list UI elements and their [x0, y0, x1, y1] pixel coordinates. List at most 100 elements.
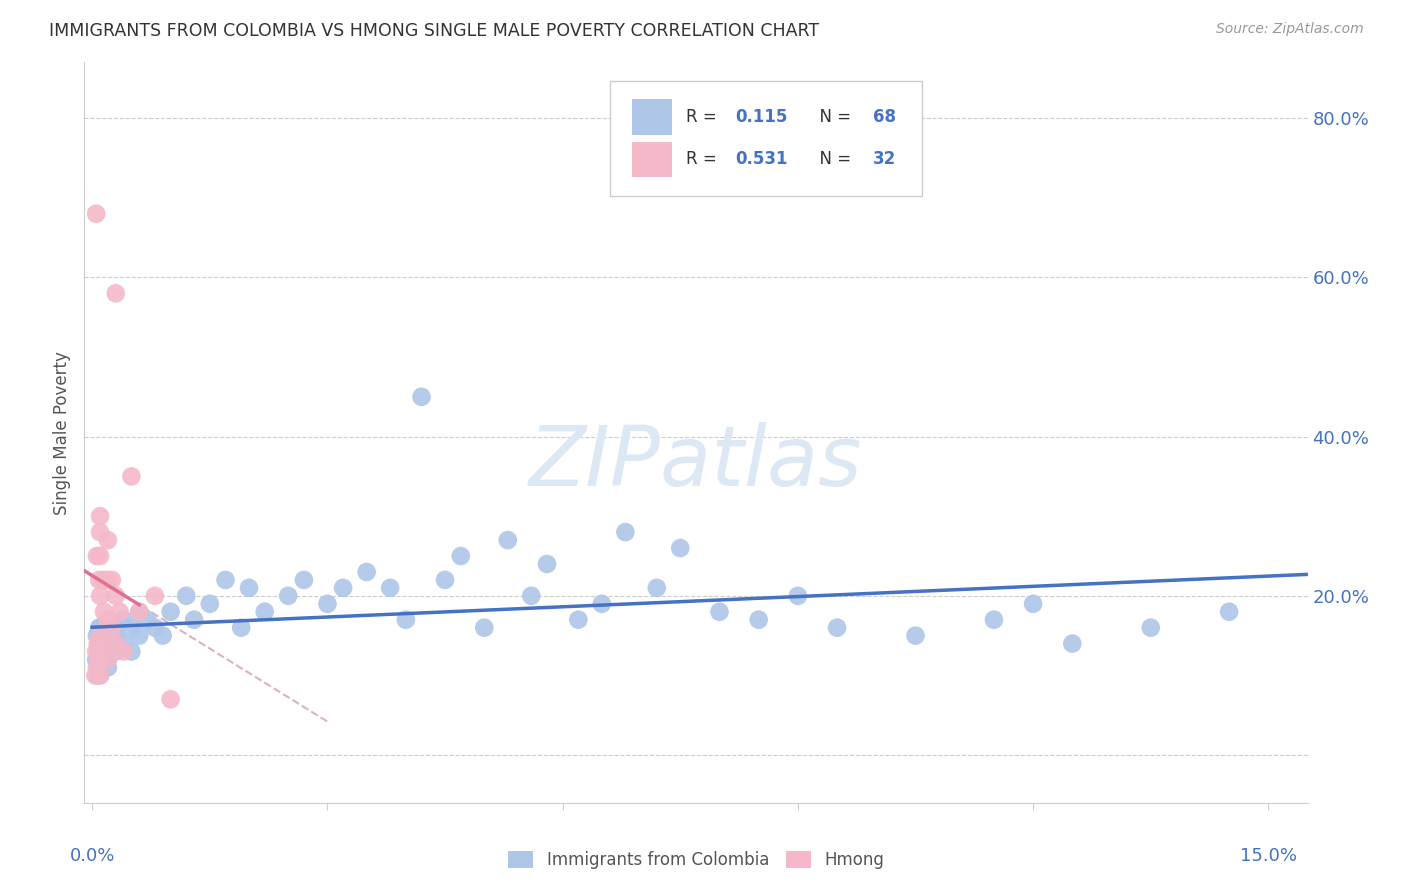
- Point: [89, 509, 111, 524]
- Point: [450, 549, 472, 563]
- Point: [496, 533, 519, 547]
- Point: [332, 581, 354, 595]
- Text: ZIPatlas: ZIPatlas: [529, 422, 863, 503]
- Point: [567, 613, 589, 627]
- Point: [120, 621, 142, 635]
- Point: [84, 668, 107, 682]
- Point: [89, 629, 111, 643]
- Point: [97, 613, 120, 627]
- Point: [86, 549, 108, 563]
- Point: [86, 660, 108, 674]
- Point: [152, 629, 174, 643]
- Point: [89, 621, 111, 635]
- Point: [669, 541, 692, 555]
- Point: [89, 589, 111, 603]
- Point: [356, 565, 378, 579]
- Point: [101, 621, 124, 635]
- Point: [89, 644, 111, 658]
- Point: [748, 613, 770, 627]
- Text: IMMIGRANTS FROM COLOMBIA VS HMONG SINGLE MALE POVERTY CORRELATION CHART: IMMIGRANTS FROM COLOMBIA VS HMONG SINGLE…: [49, 22, 820, 40]
- Point: [104, 286, 127, 301]
- Point: [1022, 597, 1045, 611]
- Point: [108, 605, 131, 619]
- Point: [380, 581, 402, 595]
- Bar: [610, 81, 922, 195]
- Point: [97, 533, 120, 547]
- Text: R =: R =: [686, 151, 723, 169]
- Text: Source: ZipAtlas.com: Source: ZipAtlas.com: [1216, 22, 1364, 37]
- Point: [104, 629, 127, 643]
- Point: [97, 629, 120, 643]
- Point: [536, 557, 558, 571]
- Point: [93, 637, 115, 651]
- Point: [231, 621, 253, 635]
- Point: [395, 613, 418, 627]
- Point: [1062, 637, 1084, 651]
- Point: [104, 589, 127, 603]
- Point: [520, 589, 543, 603]
- Point: [93, 605, 115, 619]
- Point: [84, 207, 107, 221]
- Point: [104, 637, 127, 651]
- Point: [112, 644, 135, 658]
- Text: 15.0%: 15.0%: [1240, 847, 1296, 864]
- Point: [89, 660, 111, 674]
- Point: [159, 605, 181, 619]
- Point: [89, 573, 111, 587]
- Point: [434, 573, 457, 587]
- Point: [89, 525, 111, 540]
- Point: [591, 597, 613, 611]
- Point: [825, 621, 848, 635]
- Point: [472, 621, 495, 635]
- Point: [97, 660, 120, 674]
- Point: [89, 637, 111, 651]
- Point: [93, 573, 115, 587]
- Point: [614, 525, 637, 540]
- Point: [159, 692, 181, 706]
- Point: [709, 605, 731, 619]
- Point: [97, 573, 120, 587]
- Point: [120, 644, 142, 658]
- Point: [292, 573, 315, 587]
- Point: [97, 644, 120, 658]
- Text: 32: 32: [873, 151, 897, 169]
- Point: [104, 637, 127, 651]
- Point: [277, 589, 299, 603]
- Point: [411, 390, 433, 404]
- Point: [143, 621, 166, 635]
- Point: [112, 613, 135, 627]
- Point: [136, 613, 159, 627]
- Point: [253, 605, 276, 619]
- Point: [1218, 605, 1240, 619]
- Text: N =: N =: [808, 108, 856, 127]
- Point: [104, 644, 127, 658]
- Text: 68: 68: [873, 108, 897, 127]
- Point: [89, 652, 111, 666]
- Point: [174, 589, 197, 603]
- Point: [89, 621, 111, 635]
- Point: [143, 589, 166, 603]
- Point: [104, 621, 127, 635]
- Point: [787, 589, 810, 603]
- Point: [84, 644, 107, 658]
- Point: [97, 652, 120, 666]
- Point: [128, 629, 150, 643]
- Point: [983, 613, 1005, 627]
- Text: 0.531: 0.531: [735, 151, 787, 169]
- Point: [101, 573, 124, 587]
- Point: [645, 581, 668, 595]
- Point: [89, 629, 111, 643]
- Text: 0.115: 0.115: [735, 108, 787, 127]
- Point: [316, 597, 339, 611]
- Point: [86, 668, 108, 682]
- Point: [183, 613, 205, 627]
- Point: [128, 605, 150, 619]
- Point: [1139, 621, 1161, 635]
- Text: N =: N =: [808, 151, 856, 169]
- Y-axis label: Single Male Poverty: Single Male Poverty: [53, 351, 72, 515]
- Point: [89, 668, 111, 682]
- Point: [89, 668, 111, 682]
- Point: [112, 637, 135, 651]
- Point: [87, 644, 110, 658]
- Point: [86, 637, 108, 651]
